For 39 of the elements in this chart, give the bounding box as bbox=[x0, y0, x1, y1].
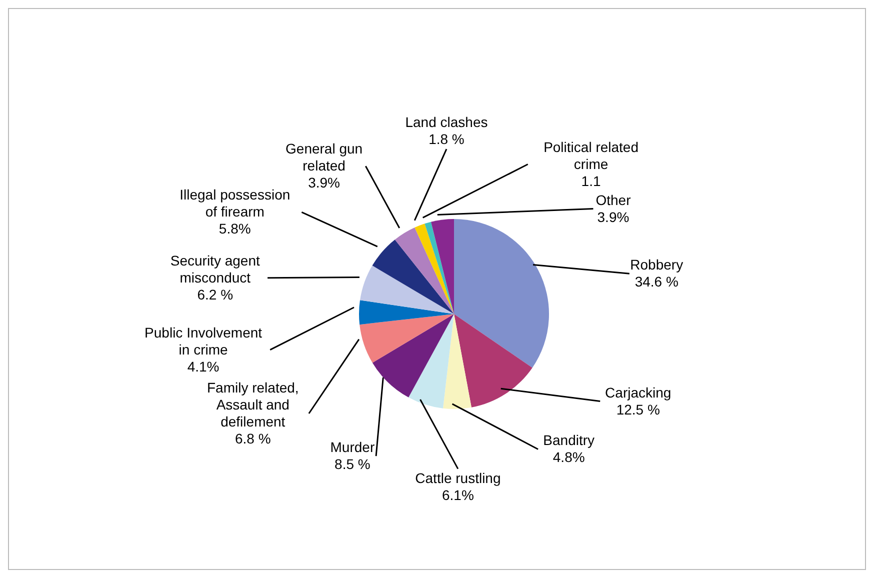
slice-label: Carjacking bbox=[605, 384, 672, 400]
pie-slice bbox=[430, 219, 454, 314]
data-label: 3.9% bbox=[597, 208, 630, 225]
pie-slice bbox=[408, 314, 454, 408]
data-label: 8.5 % bbox=[334, 456, 370, 472]
slice-label: Public Involvement in crime bbox=[144, 324, 262, 358]
data-label: 6.2 % bbox=[197, 286, 234, 302]
pie-slice bbox=[414, 224, 454, 314]
data-label: 4.1% bbox=[187, 358, 220, 374]
pie-slice bbox=[454, 314, 532, 408]
slice-label: Cattle rustling bbox=[415, 470, 501, 486]
data-label: 5.8% bbox=[218, 220, 251, 237]
slice-label: Other bbox=[596, 192, 632, 208]
pie-slice bbox=[360, 314, 454, 363]
slice-label: Family related, Assault and defilement bbox=[206, 379, 299, 430]
slice-label: Political related crime bbox=[544, 138, 639, 172]
data-label: 6.8 % bbox=[234, 430, 271, 446]
slice-label: Robbery bbox=[630, 256, 684, 273]
data-label: 1.1 bbox=[581, 172, 601, 189]
data-label: 34.6 % bbox=[634, 274, 678, 290]
slice-label: Banditry bbox=[543, 432, 595, 448]
pie-slice bbox=[359, 300, 454, 325]
pie-slice bbox=[360, 266, 454, 314]
pie-slice bbox=[372, 314, 454, 398]
slice-label: Security agent misconduct bbox=[170, 252, 260, 286]
pie-slice bbox=[442, 314, 472, 409]
slice-label: Murder bbox=[330, 439, 375, 456]
data-label: 12.5 % bbox=[616, 401, 660, 418]
pie-slice bbox=[394, 228, 454, 314]
slice-label: Illegal possession of firearm bbox=[180, 186, 290, 220]
data-label: 1.8 % bbox=[428, 131, 464, 148]
pie-slice bbox=[454, 219, 549, 368]
slice-label: Land clashes bbox=[405, 114, 488, 130]
pie-slice bbox=[424, 222, 454, 314]
slice-label: General gun related bbox=[286, 140, 363, 174]
data-label: 4.8% bbox=[552, 449, 585, 466]
pie-slice bbox=[372, 240, 454, 314]
data-label: 3.9% bbox=[308, 174, 340, 191]
data-label: 6.1% bbox=[442, 486, 474, 503]
